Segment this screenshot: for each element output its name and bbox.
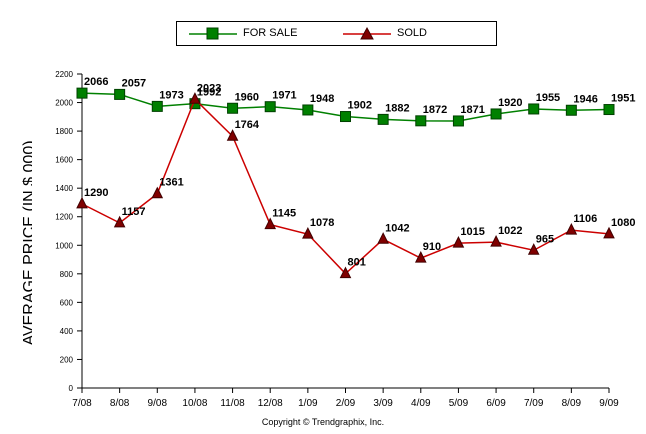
sold-point bbox=[76, 196, 88, 209]
sold-data-label: 1157 bbox=[122, 206, 146, 218]
for-sale-data-label: 1992 bbox=[197, 87, 221, 99]
for-sale-data-label: 1872 bbox=[423, 104, 447, 116]
for-sale-data-label: 1946 bbox=[573, 93, 597, 105]
y-tick-label: 2000 bbox=[55, 99, 73, 108]
sold-data-label: 965 bbox=[536, 233, 554, 245]
y-tick-label: 0 bbox=[69, 384, 74, 393]
sold-point bbox=[302, 227, 314, 239]
for-sale-point bbox=[415, 115, 427, 127]
for-sale-point bbox=[302, 104, 314, 116]
for-sale-point bbox=[565, 104, 577, 116]
sold-data-label: 801 bbox=[348, 257, 366, 269]
sold-point bbox=[189, 92, 201, 104]
y-tick-label: 1400 bbox=[55, 184, 73, 193]
x-tick-label: 11/08 bbox=[220, 398, 245, 409]
for-sale-data-label: 1960 bbox=[235, 91, 259, 103]
x-tick-label: 9/08 bbox=[148, 398, 168, 409]
for-sale-point bbox=[264, 101, 276, 113]
sold-point bbox=[603, 226, 615, 239]
y-tick-label: 600 bbox=[60, 298, 74, 307]
sold-point bbox=[226, 129, 239, 141]
sold-point bbox=[377, 232, 389, 244]
sold-point bbox=[414, 251, 427, 263]
sold-point bbox=[565, 223, 578, 235]
for-sale-point bbox=[377, 113, 389, 125]
y-axis-title: AVERAGE PRICE (IN $,000) bbox=[2, 140, 32, 345]
x-tick-label: 5/09 bbox=[449, 398, 469, 409]
x-tick-label: 4/09 bbox=[411, 398, 431, 409]
y-tick-label: 1600 bbox=[55, 156, 73, 165]
for-sale-point bbox=[528, 103, 540, 115]
sold-data-label: 1080 bbox=[611, 217, 635, 229]
for-sale-data-label: 1882 bbox=[385, 102, 409, 114]
for-sale-point bbox=[603, 104, 615, 116]
x-tick-label: 8/08 bbox=[110, 398, 130, 409]
for-sale-point bbox=[114, 88, 126, 100]
copyright-text: Copyright © Trendgraphix, Inc. bbox=[261, 417, 385, 427]
x-tick-label: 8/09 bbox=[562, 398, 582, 409]
for-sale-point bbox=[340, 111, 351, 123]
y-tick-label: 1000 bbox=[55, 241, 73, 250]
chart-axes: 0 200 400 600 800 1000 1200 1400 1600 1800 2000 220… bbox=[55, 70, 619, 409]
sold-data-label: 1078 bbox=[310, 217, 334, 229]
for-sale-point bbox=[76, 87, 88, 99]
y-tick-label: 800 bbox=[60, 270, 74, 279]
sold-data-label: 1145 bbox=[272, 208, 296, 220]
for-sale-data-label: 1871 bbox=[460, 104, 484, 116]
y-tick-label: 2200 bbox=[55, 70, 73, 79]
sold-data-label: 1015 bbox=[460, 226, 484, 238]
x-tick-label: 2/09 bbox=[336, 398, 356, 409]
for-sale-data-label: 2066 bbox=[84, 76, 108, 88]
x-tick-label: 7/09 bbox=[524, 398, 544, 409]
for-sale-point bbox=[490, 108, 502, 120]
for-sale-data-label: 1971 bbox=[272, 90, 296, 102]
legend-sold-marker bbox=[360, 26, 374, 40]
sold-point bbox=[452, 236, 465, 248]
for-sale-point bbox=[151, 100, 163, 112]
for-sale-data-label: 1902 bbox=[348, 100, 372, 112]
x-tick-label: 3/09 bbox=[373, 398, 393, 409]
x-tick-label: 12/08 bbox=[258, 398, 283, 409]
for-sale-data-label: 1951 bbox=[611, 93, 635, 105]
y-tick-label: 1200 bbox=[55, 213, 73, 222]
y-tick-label: 1800 bbox=[55, 127, 73, 136]
for-sale-data-label: 1955 bbox=[536, 92, 560, 104]
sold-data-label: 910 bbox=[423, 241, 441, 253]
y-tick-label: 400 bbox=[60, 327, 74, 336]
sold-data-label: 1764 bbox=[235, 119, 260, 131]
x-tick-label: 6/09 bbox=[486, 398, 506, 409]
sold-point bbox=[527, 243, 540, 255]
for-sale-point bbox=[227, 102, 239, 114]
sold-data-label: 1022 bbox=[498, 225, 522, 237]
x-tick-label: 9/09 bbox=[599, 398, 619, 409]
for-sale-data-label: 2057 bbox=[122, 77, 146, 89]
chart-series bbox=[76, 87, 615, 279]
y-axis-title-text: AVERAGE PRICE (IN $,000) bbox=[21, 140, 32, 345]
data-labels: 2066 2057 1973 1992 1960 1971 1948 1902 1882 1872… bbox=[84, 76, 635, 269]
for-sale-point bbox=[452, 115, 464, 127]
x-tick-label: 10/08 bbox=[182, 398, 207, 409]
for-sale-data-label: 1920 bbox=[498, 97, 522, 109]
sold-point bbox=[490, 235, 502, 247]
y-tick-label: 200 bbox=[60, 355, 74, 364]
legend-keys bbox=[189, 26, 391, 40]
sold-data-label: 1290 bbox=[84, 187, 108, 199]
for-sale-data-label: 1948 bbox=[310, 93, 334, 105]
sold-data-label: 1042 bbox=[385, 222, 409, 234]
for-sale-data-label: 1973 bbox=[159, 89, 183, 101]
sold-point bbox=[264, 217, 277, 230]
sold-point bbox=[113, 215, 126, 228]
legend-for-sale-label: FOR SALE bbox=[243, 27, 298, 39]
sold-point bbox=[151, 186, 164, 199]
sold-data-label: 1361 bbox=[159, 177, 183, 189]
legend: FOR SALE SOLD bbox=[176, 21, 497, 46]
sold-data-label: 1106 bbox=[573, 213, 597, 225]
x-tick-label: 7/08 bbox=[72, 398, 92, 409]
legend-sold-label: SOLD bbox=[397, 27, 427, 39]
legend-for-sale-marker bbox=[206, 27, 219, 40]
sold-point bbox=[339, 266, 352, 279]
sold-data-label: 2023 bbox=[197, 82, 221, 94]
x-tick-label: 1/09 bbox=[298, 398, 318, 409]
